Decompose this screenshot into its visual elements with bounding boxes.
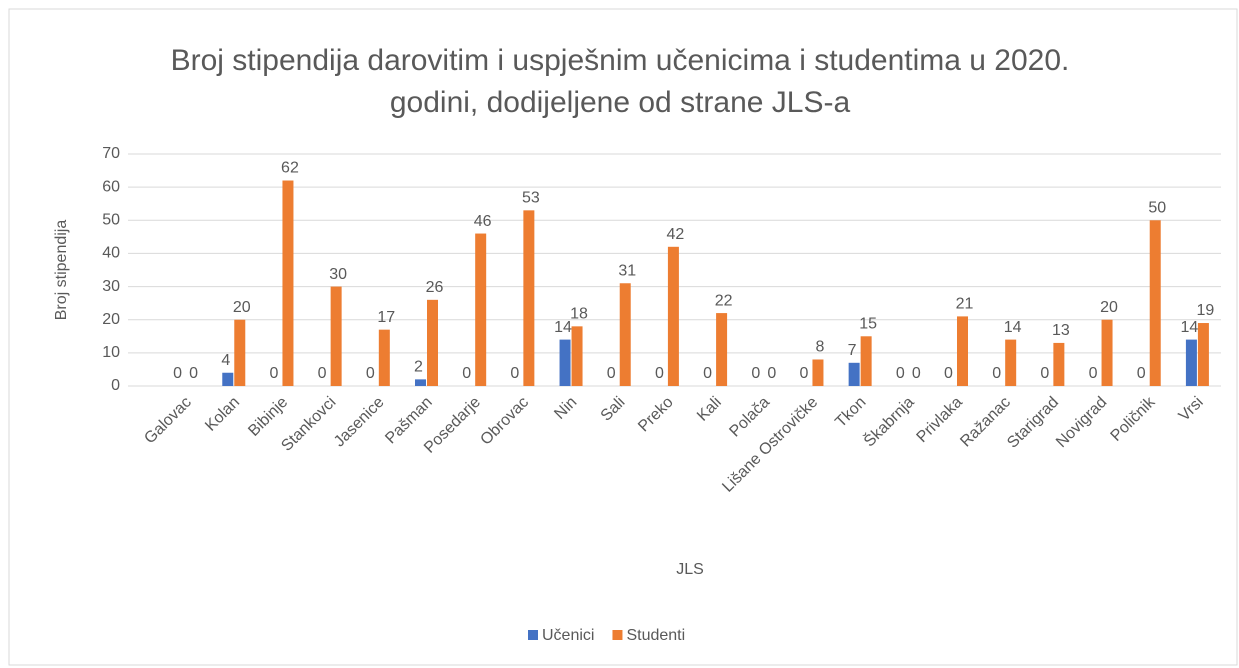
bar	[282, 180, 294, 386]
y-tick-label: 70	[102, 145, 120, 162]
data-label: 0	[1137, 365, 1146, 382]
y-tick-label: 20	[102, 311, 120, 328]
bar	[523, 210, 535, 386]
y-tick-label: 40	[102, 245, 120, 262]
legend-label: Učenici	[542, 627, 594, 644]
bar	[716, 313, 728, 386]
y-axis-title: Broj stipendija	[53, 220, 70, 321]
bar	[415, 379, 426, 386]
data-label: 0	[1089, 365, 1098, 382]
bar	[1053, 342, 1065, 386]
bar	[330, 286, 342, 386]
legend-label: Studenti	[626, 627, 685, 644]
bar	[1005, 339, 1017, 386]
y-tick-label: 10	[102, 344, 120, 361]
bar	[1101, 319, 1113, 386]
bar	[1149, 220, 1161, 386]
data-label: 0	[992, 365, 1001, 382]
bar	[957, 316, 968, 386]
data-label: 50	[1148, 200, 1166, 217]
bar	[667, 246, 679, 386]
data-label: 62	[281, 160, 299, 177]
bar	[619, 283, 631, 386]
data-label: 46	[474, 213, 492, 230]
bar	[378, 329, 390, 386]
data-label: 0	[703, 365, 712, 382]
data-label: 0	[767, 365, 776, 382]
data-label: 42	[667, 226, 685, 243]
data-label: 8	[816, 339, 825, 356]
data-label: 14	[1181, 319, 1199, 336]
data-label: 0	[912, 365, 921, 382]
data-label: 17	[377, 309, 395, 326]
bar	[222, 372, 234, 386]
data-label: 0	[189, 365, 198, 382]
data-label: 2	[414, 359, 423, 376]
data-label: 0	[173, 365, 182, 382]
bar	[475, 233, 487, 386]
bar	[559, 339, 571, 386]
data-label: 7	[848, 342, 857, 359]
data-label: 21	[956, 296, 974, 313]
data-label: 53	[522, 190, 540, 207]
bar	[848, 362, 860, 386]
bar	[234, 319, 246, 386]
data-label: 13	[1052, 322, 1070, 339]
bar	[571, 326, 583, 386]
data-label: 18	[570, 306, 588, 323]
data-label: 20	[233, 299, 251, 316]
data-label: 20	[1100, 299, 1118, 316]
data-label: 26	[426, 279, 444, 296]
data-label: 4	[221, 352, 230, 369]
data-label: 15	[859, 316, 877, 333]
data-label: 0	[896, 365, 905, 382]
data-label: 0	[607, 365, 616, 382]
data-label: 14	[554, 319, 572, 336]
data-label: 0	[1040, 365, 1049, 382]
y-tick-label: 0	[111, 377, 120, 394]
data-label: 0	[366, 365, 375, 382]
bar	[1185, 339, 1197, 386]
bar	[427, 299, 438, 386]
legend-swatch	[612, 630, 623, 640]
x-axis-title: JLS	[676, 561, 704, 578]
data-label: 0	[270, 365, 279, 382]
data-label: 0	[655, 365, 664, 382]
data-label: 22	[715, 292, 733, 309]
data-label: 14	[1004, 319, 1022, 336]
data-label: 0	[510, 365, 519, 382]
data-label: 0	[751, 365, 760, 382]
y-tick-label: 60	[102, 178, 120, 195]
data-label: 0	[800, 365, 809, 382]
y-tick-label: 50	[102, 212, 120, 229]
chart-title: Broj stipendija darovitim i uspješnim uč…	[170, 44, 1070, 119]
data-label: 0	[318, 365, 327, 382]
data-label: 19	[1197, 302, 1215, 319]
bar	[860, 336, 872, 386]
data-label: 30	[329, 266, 347, 283]
data-label: 0	[462, 365, 471, 382]
bar	[1197, 323, 1209, 386]
legend-swatch	[528, 630, 538, 640]
data-label: 31	[618, 262, 636, 279]
data-label: 0	[944, 365, 953, 382]
bar	[812, 359, 824, 386]
y-tick-label: 30	[102, 278, 120, 295]
